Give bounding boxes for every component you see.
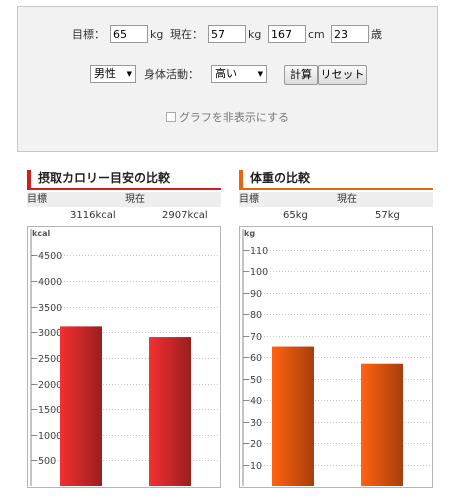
y-tick-label: 1000	[38, 431, 62, 442]
y-tick-label: 30	[250, 418, 262, 429]
y-tick-label: 2000	[38, 380, 62, 391]
y-tick-label: 100	[250, 267, 268, 278]
target-weight-input[interactable]	[110, 25, 148, 43]
target-kg-unit: kg	[150, 28, 164, 41]
age-unit: 歳	[371, 28, 382, 41]
hide-graph-checkbox[interactable]	[165, 112, 176, 122]
weight-title-underline	[239, 188, 433, 190]
options-row: 男性 ▼ 身体活動： 高い ▼ 計算 リセット	[18, 65, 437, 85]
y-tick-label: 2500	[38, 354, 62, 365]
weight-chart-svg: 10 20 30 40 50 60 70 80 90 100 110 kg	[242, 229, 430, 486]
calorie-chart: 500 1000 1500 2000 2500 3000 3500 4000 4500 kcal	[27, 226, 221, 488]
gender-select-value: 男性	[94, 67, 116, 80]
calorie-chart-svg: 500 1000 1500 2000 2500 3000 3500 4000 4500 kcal	[30, 229, 218, 486]
chevron-down-icon: ▼	[257, 70, 263, 78]
bar-target	[272, 346, 314, 486]
calorie-target-value: 3116kcal	[70, 210, 116, 221]
current-kg-unit: kg	[248, 28, 262, 41]
y-axis-unit-label: kcal	[32, 229, 50, 238]
weight-chart: 10 20 30 40 50 60 70 80 90 100 110 kg	[239, 226, 433, 488]
calorie-col-target: 目標	[27, 194, 47, 205]
calculate-button[interactable]: 計算	[284, 65, 318, 85]
weight-section-title: 体重の比較	[239, 170, 433, 188]
hide-graph-row: グラフを非表示にする	[18, 109, 437, 125]
bar-target	[60, 326, 102, 486]
hide-graph-label: グラフを非表示にする	[178, 111, 290, 124]
activity-select-value: 高い	[215, 67, 237, 80]
y-tick-label: 110	[250, 246, 268, 257]
height-input[interactable]	[268, 25, 306, 43]
cm-unit: cm	[308, 28, 325, 41]
y-tick-label: 500	[38, 456, 56, 467]
weight-target-value: 65kg	[283, 210, 308, 221]
hide-graph-toggle[interactable]: グラフを非表示にする	[165, 109, 290, 125]
chevron-down-icon: ▼	[126, 70, 132, 78]
y-tick-label: 70	[250, 332, 262, 343]
calorie-header-row: 目標 現在	[27, 192, 221, 207]
y-tick-label: 90	[250, 289, 262, 300]
y-tick-label: 3000	[38, 328, 62, 339]
y-axis-unit-label: kg	[244, 229, 255, 238]
activity-label: 身体活動：	[144, 68, 199, 81]
age-input[interactable]	[331, 25, 369, 43]
measurement-row: 目標： kg 現在： kg cm 歳	[18, 25, 437, 45]
weight-col-current: 現在	[337, 194, 357, 205]
current-label: 現在：	[170, 28, 203, 41]
y-tick-label: 1500	[38, 405, 62, 416]
calorie-col-current: 現在	[125, 194, 145, 205]
y-tick-label: 50	[250, 375, 262, 386]
y-tick-label: 20	[250, 439, 262, 450]
gender-select[interactable]: 男性 ▼	[90, 65, 136, 83]
input-form-panel: 目標： kg 現在： kg cm 歳 男性 ▼ 身体活動： 高い ▼ 計算 リセ…	[17, 6, 438, 152]
y-tick-label: 3500	[38, 303, 62, 314]
calorie-title-underline	[27, 188, 221, 190]
y-tick-label: 60	[250, 353, 262, 364]
reset-button[interactable]: リセット	[318, 65, 367, 85]
y-tick-label: 80	[250, 310, 262, 321]
weight-header-row: 目標 現在	[239, 192, 433, 207]
calorie-current-value: 2907kcal	[162, 210, 208, 221]
bar-current	[149, 337, 191, 486]
bar-current	[361, 363, 403, 486]
y-tick-label: 4000	[38, 277, 62, 288]
calorie-section-title: 摂取カロリー目安の比較	[27, 170, 221, 188]
weight-current-value: 57kg	[375, 210, 400, 221]
weight-col-target: 目標	[239, 194, 259, 205]
y-tick-label: 40	[250, 396, 262, 407]
current-weight-input[interactable]	[208, 25, 246, 43]
target-label: 目標：	[72, 28, 105, 41]
y-tick-label: 10	[250, 461, 262, 472]
activity-select[interactable]: 高い ▼	[211, 65, 267, 83]
y-tick-label: 4500	[38, 251, 62, 262]
